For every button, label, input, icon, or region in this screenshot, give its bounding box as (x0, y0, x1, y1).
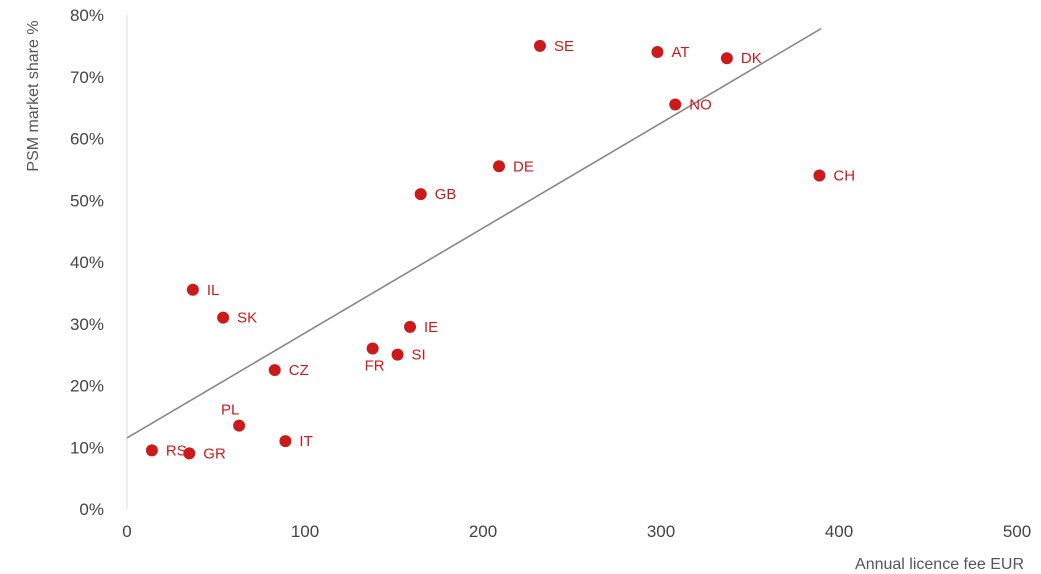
trendline (126, 27, 822, 439)
point-label-se: SE (554, 38, 574, 55)
y-tick-label: 10% (70, 438, 104, 457)
data-point-no (669, 98, 682, 111)
point-label-sk: SK (237, 310, 257, 327)
point-label-at: AT (671, 44, 689, 61)
data-point-rs (145, 444, 158, 457)
y-tick-label: 30% (70, 315, 104, 334)
x-tick-label: 100 (291, 522, 319, 541)
data-point-se (533, 39, 546, 52)
point-label-gb: GB (435, 186, 457, 203)
point-label-it: IT (299, 433, 312, 450)
point-label-pl: PL (221, 402, 239, 419)
x-tick-labels: 0 100 200 300 400 500 (122, 522, 1031, 541)
data-point-gb (414, 188, 427, 201)
y-tick-label: 20% (70, 377, 104, 396)
x-axis-title: Annual licence fee EUR (855, 556, 1024, 573)
data-point-de (493, 160, 506, 173)
x-tick-label: 200 (469, 522, 497, 541)
point-label-dk: DK (741, 50, 762, 67)
data-point-ie (404, 320, 417, 333)
data-point-cz (268, 364, 281, 377)
y-tick-label: 40% (70, 253, 104, 272)
y-axis-title: PSM market share % (25, 20, 42, 171)
y-tick-label: 80% (70, 6, 104, 25)
data-point-il (186, 283, 199, 296)
point-label-ie: IE (424, 319, 438, 336)
point-label-gr: GR (203, 445, 226, 462)
point-label-ch: CH (833, 168, 855, 185)
y-tick-label: 70% (70, 68, 104, 87)
point-label-cz: CZ (289, 362, 309, 379)
point-label-no: NO (689, 97, 712, 114)
data-points: SE AT DK NO DE CH GB IL SK IE FR SI CZ PL IT RS GR (145, 38, 855, 462)
x-tick-label: 400 (825, 522, 853, 541)
point-label-rs: RS (166, 442, 187, 459)
data-point-it (279, 435, 292, 448)
data-point-ch (813, 169, 826, 182)
x-tick-label: 300 (647, 522, 675, 541)
point-label-fr: FR (365, 357, 385, 374)
x-tick-label: 0 (122, 522, 131, 541)
x-tick-label: 500 (1003, 522, 1031, 541)
data-point-pl (233, 419, 246, 432)
trendline-group (126, 27, 822, 439)
y-tick-label: 50% (70, 191, 104, 210)
data-point-si (391, 348, 404, 361)
point-label-si: SI (412, 347, 426, 364)
data-point-fr (366, 342, 379, 355)
data-point-at (651, 46, 664, 59)
y-tick-labels: 0% 10% 20% 30% 40% 50% 60% 70% 80% (70, 6, 104, 519)
point-label-de: DE (513, 158, 534, 175)
y-tick-label: 0% (79, 500, 104, 519)
y-tick-label: 60% (70, 130, 104, 149)
data-point-gr (183, 447, 196, 460)
data-point-dk (720, 52, 733, 65)
point-label-il: IL (207, 282, 220, 299)
data-point-sk (217, 311, 230, 324)
